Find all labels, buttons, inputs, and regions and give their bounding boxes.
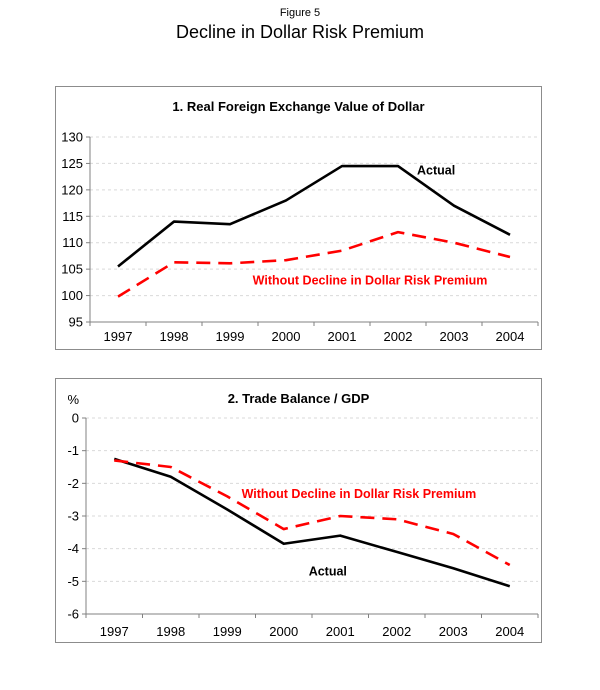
y-tick-label: -3 [67, 509, 79, 524]
chart-panel-trade-balance: 0 -1 -2 -3 -4 -5 -6 1997 1998 1999 2000 2001 2002 200… [55, 378, 542, 643]
x-tick-label: 2001 [326, 624, 355, 639]
y-tick-label: -5 [67, 574, 79, 589]
x-tick-label: 2000 [272, 329, 301, 344]
y-tick-label: 110 [62, 235, 83, 250]
x-tick-label: 2000 [269, 624, 298, 639]
y-tick-label: -4 [67, 541, 79, 556]
chart-panel-fx-value: 130 125 120 115 110 105 100 95 1997 1998 1999 2000 2… [55, 86, 542, 350]
x-tick-label: 1997 [100, 624, 129, 639]
x-tick-label: 1997 [104, 329, 133, 344]
y-axis-unit-label: % [67, 392, 79, 407]
series-line-actual [113, 457, 511, 588]
y-tick-label: 105 [61, 262, 83, 277]
y-tick-label: 100 [61, 288, 83, 303]
y-tick-label: -1 [67, 443, 79, 458]
figure-header: Figure 5 Decline in Dollar Risk Premium [0, 0, 600, 42]
series-line-counterfactual [117, 230, 511, 298]
y-tick-label: -2 [67, 476, 79, 491]
series-line-actual [117, 164, 511, 268]
y-tick-label: -6 [67, 607, 79, 622]
figure-title: Decline in Dollar Risk Premium [175, 22, 425, 42]
trade-balance-chart-title: 2. Trade Balance / GDP [227, 391, 370, 406]
series-label: Actual [309, 564, 347, 578]
series-label: Without Decline in Dollar Risk Premium [242, 487, 477, 501]
x-tick-label: 1998 [156, 624, 185, 639]
y-tick-label: 115 [62, 209, 83, 224]
fx-value-chart-title: 1. Real Foreign Exchange Value of Dollar [172, 99, 425, 114]
x-tick-label: 2002 [384, 329, 413, 344]
x-tick-label: 1998 [160, 329, 189, 344]
series-line-counterfactual [114, 459, 511, 567]
x-tick-label: 2001 [328, 329, 357, 344]
x-tick-label: 2004 [496, 329, 525, 344]
x-tick-label: 2003 [439, 624, 468, 639]
x-tick-label: 2002 [382, 624, 411, 639]
x-tick-label: 1999 [216, 329, 245, 344]
y-tick-label: 95 [69, 315, 83, 330]
x-tick-label: 2004 [495, 624, 524, 639]
x-tick-label: 1999 [213, 624, 242, 639]
y-tick-label: 130 [61, 130, 83, 145]
y-tick-label: 0 [72, 411, 79, 426]
y-tick-label: 125 [61, 156, 83, 171]
x-tick-label: 2003 [440, 329, 469, 344]
y-tick-label: 120 [61, 182, 83, 197]
trade-balance-chart-canvas: 0 -1 -2 -3 -4 -5 -6 1997 1998 1999 2000 2001 2002 200… [67, 392, 539, 639]
series-label: Actual [417, 163, 455, 177]
fx-value-chart-canvas: 130 125 120 115 110 105 100 95 1997 1998 1999 2000 2… [61, 130, 539, 344]
series-label: Without Decline in Dollar Risk Premium [253, 274, 488, 288]
figure-number: Figure 5 [279, 7, 321, 19]
